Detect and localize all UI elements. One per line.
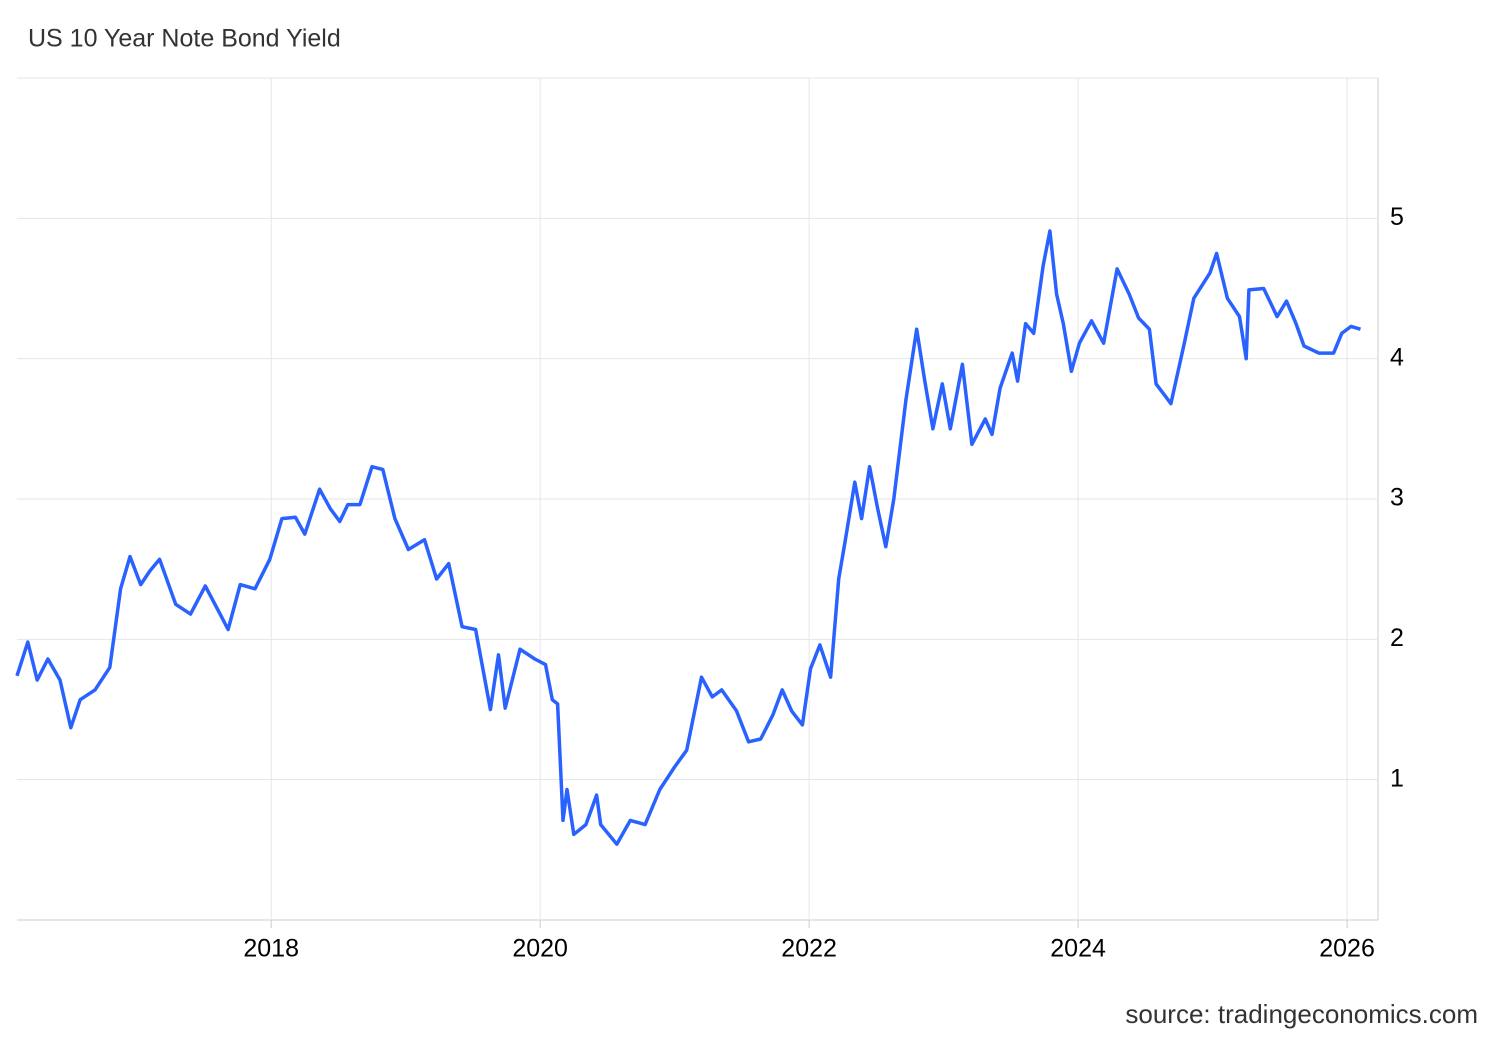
line-series bbox=[15, 229, 1361, 846]
y-tick-label: 2 bbox=[1390, 624, 1404, 652]
x-tick-label: 2024 bbox=[1050, 935, 1106, 963]
x-tick-label: 2020 bbox=[512, 935, 568, 963]
y-tick-label: 4 bbox=[1390, 343, 1404, 371]
y-tick-label: 1 bbox=[1390, 764, 1404, 792]
y-tick-label: 3 bbox=[1390, 484, 1404, 512]
source: source: tradingeconomics.com bbox=[1125, 999, 1478, 1029]
y-tick-label: 5 bbox=[1390, 203, 1404, 231]
x-tick-label: 2022 bbox=[781, 935, 837, 963]
chart-title: US 10 Year Note Bond Yield bbox=[28, 25, 341, 53]
x-tick-label: 2026 bbox=[1319, 935, 1375, 963]
x-tick-label: 2018 bbox=[243, 935, 299, 963]
